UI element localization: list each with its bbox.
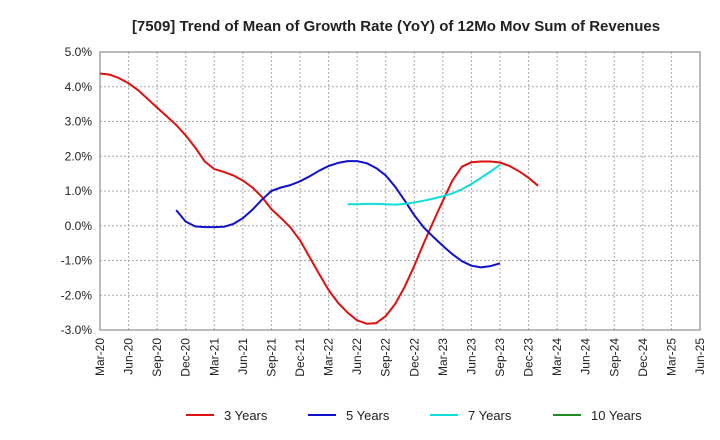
series-lines: [99, 72, 539, 325]
x-tick-label: Mar-25: [664, 338, 678, 376]
x-tick-label: Dec-21: [293, 338, 307, 377]
legend-label: 5 Years: [346, 408, 390, 423]
y-tick-label: 3.0%: [65, 115, 93, 129]
x-tick-label: Sep-23: [493, 338, 507, 377]
y-axis-ticks: -3.0% -2.0% -1.0% 0.0% 1.0% 2.0% 3.0% 4.0% 5.0%: [61, 45, 93, 337]
grid: [100, 52, 700, 330]
y-tick-label: 1.0%: [65, 184, 93, 198]
y-tick-label: 4.0%: [65, 80, 93, 94]
legend-label: 3 Years: [224, 408, 268, 423]
x-tick-label: Mar-22: [322, 338, 336, 376]
x-tick-label: Sep-20: [150, 338, 164, 377]
x-tick-label: Dec-20: [179, 338, 193, 377]
y-tick-label: 5.0%: [65, 45, 93, 59]
series-line-3-years: [99, 72, 539, 325]
x-tick-label: Jun-21: [236, 338, 250, 375]
legend: 3 Years 5 Years 7 Years 10 Years: [186, 408, 642, 423]
x-tick-label: Jun-23: [464, 338, 478, 375]
plot-frame: [99, 51, 701, 331]
y-tick-label: 2.0%: [65, 149, 93, 163]
x-tick-label: Sep-21: [264, 338, 278, 377]
y-tick-label: 0.0%: [65, 219, 93, 233]
x-tick-label: Mar-24: [550, 338, 564, 376]
x-tick-label: Mar-21: [207, 338, 221, 376]
x-tick-label: Mar-23: [436, 338, 450, 376]
x-axis-ticks: Mar-20 Jun-20 Sep-20 Dec-20 Mar-21 Jun-21 Sep-…: [93, 338, 707, 377]
series-line-7-years: [347, 164, 501, 206]
x-tick-label: Sep-22: [379, 338, 393, 377]
x-tick-label: Jun-22: [350, 338, 364, 375]
x-tick-label: Dec-22: [407, 338, 421, 377]
x-tick-label: Jun-24: [579, 338, 593, 375]
x-tick-label: Jun-25: [693, 338, 707, 375]
legend-label: 7 Years: [468, 408, 512, 423]
x-tick-label: Mar-20: [93, 338, 107, 376]
x-tick-label: Sep-24: [607, 338, 621, 377]
y-tick-label: -2.0%: [61, 288, 93, 302]
legend-label: 10 Years: [591, 408, 642, 423]
y-tick-label: -3.0%: [61, 323, 93, 337]
x-tick-label: Dec-24: [636, 338, 650, 377]
y-tick-label: -1.0%: [61, 254, 93, 268]
x-tick-label: Jun-20: [122, 338, 136, 375]
x-tick-label: Dec-23: [522, 338, 536, 377]
chart-title: [7509] Trend of Mean of Growth Rate (YoY…: [132, 18, 660, 35]
series-line-5-years: [175, 160, 501, 269]
